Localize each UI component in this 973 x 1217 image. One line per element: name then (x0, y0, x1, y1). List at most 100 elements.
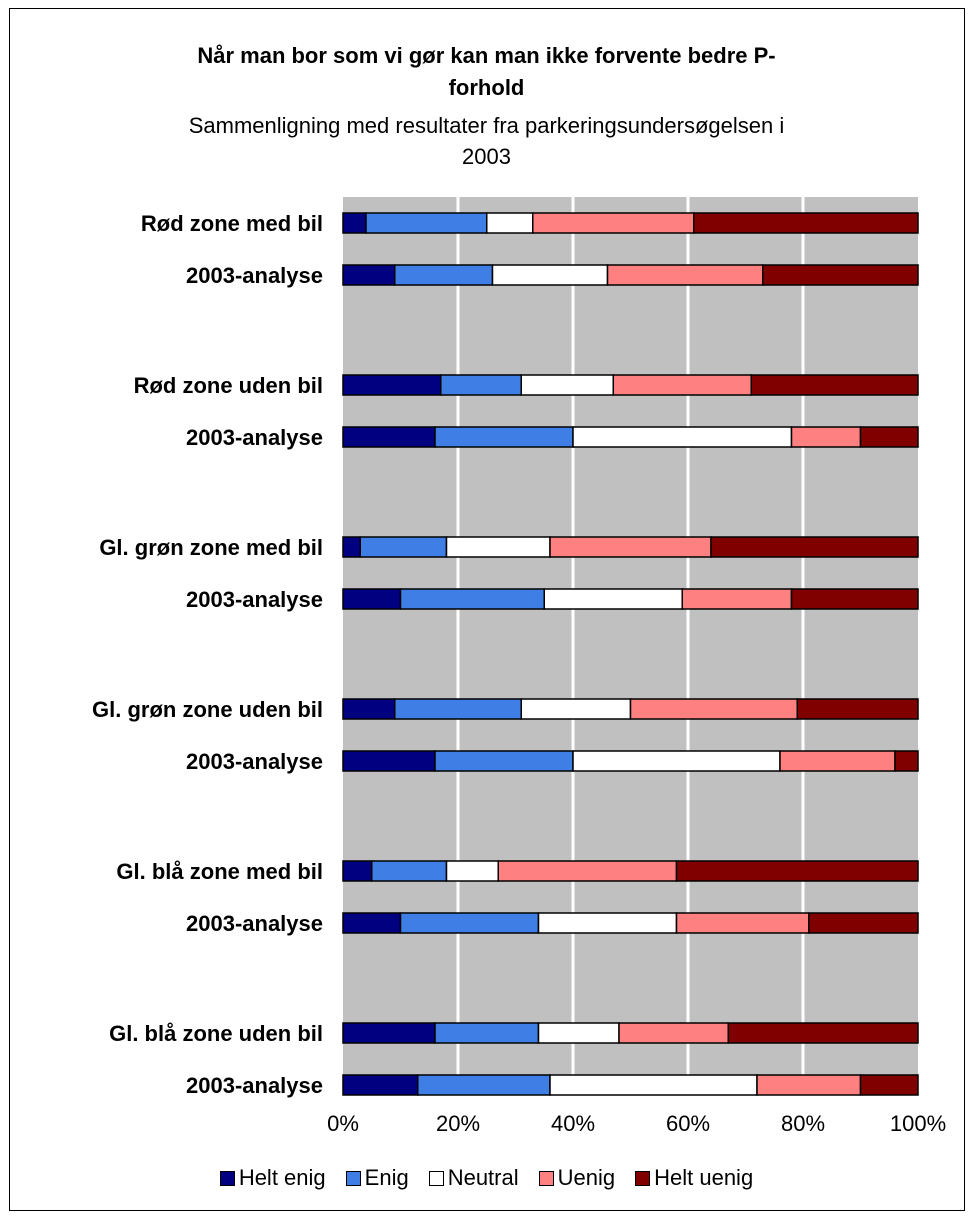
legend-swatch (538, 1170, 554, 1186)
x-tick-label: 0% (327, 1111, 359, 1136)
bar-segment (572, 750, 781, 772)
legend-label: Neutral (447, 1165, 519, 1190)
bar-segment (434, 1022, 540, 1044)
chart-subtitle-line-2: 2003 (462, 144, 511, 169)
bar-segment (762, 264, 919, 286)
bar-segment (859, 426, 919, 448)
bar-segment (342, 912, 402, 934)
bar-segment (342, 698, 396, 720)
bar-segment (394, 264, 494, 286)
bar-segment (491, 264, 609, 286)
legend-item: Uenig (538, 1165, 616, 1191)
x-tick-label: 60% (666, 1111, 710, 1136)
bar-segment (675, 912, 810, 934)
bar-segment (365, 212, 488, 234)
category-label: 2003-analyse (186, 263, 323, 288)
category-label: 2003-analyse (186, 749, 323, 774)
legend-swatch (635, 1170, 651, 1186)
bar-segment (532, 212, 695, 234)
bar-segment (859, 1074, 919, 1096)
bar-segment (572, 426, 793, 448)
bar-segment (710, 536, 919, 558)
category-label: 2003-analyse (186, 1073, 323, 1098)
bar-segment (681, 588, 793, 610)
bar-segment (790, 588, 919, 610)
bar-segment (612, 374, 752, 396)
category-label: Gl. blå zone uden bil (109, 1021, 323, 1046)
bar-segment (342, 264, 396, 286)
legend-item: Enig (345, 1165, 409, 1191)
legend-swatch (345, 1170, 361, 1186)
category-label: Rød zone uden bil (134, 373, 323, 398)
x-tick-label: 80% (781, 1111, 825, 1136)
category-label: 2003-analyse (186, 911, 323, 936)
chart-title-line-2: forhold (448, 75, 525, 100)
bar-segment (371, 860, 448, 882)
bar-segment (445, 536, 551, 558)
bar-segment (537, 1022, 620, 1044)
bar-segment (629, 698, 798, 720)
bar-segment (394, 698, 522, 720)
bar-segment (675, 860, 919, 882)
bar-segment (342, 1022, 436, 1044)
category-label: 2003-analyse (186, 587, 323, 612)
bar-segment (779, 750, 896, 772)
bar-segment (399, 588, 545, 610)
chart-subtitle-line-1: Sammenligning med resultater fra parkeri… (188, 113, 785, 138)
legend-label: Helt enig (238, 1165, 326, 1190)
legend-swatch (219, 1170, 235, 1186)
chart-title-line-1: Når man bor som vi gør kan man ikke forv… (197, 43, 776, 68)
bar-segment (790, 426, 862, 448)
legend-label: Helt uenig (654, 1165, 754, 1190)
bar-segment (342, 536, 361, 558)
bar-segment (497, 860, 678, 882)
bar-segment (445, 860, 499, 882)
bar-segment (434, 426, 574, 448)
bar-segment (549, 536, 712, 558)
bar-segment (486, 212, 534, 234)
bar-segment (693, 212, 919, 234)
bar-segment (520, 374, 614, 396)
chart-legend: Helt enig Enig Neutral Uenig Helt uenig (0, 1165, 973, 1191)
category-label: 2003-analyse (186, 425, 323, 450)
legend-item: Helt uenig (635, 1165, 753, 1191)
bar-segment (342, 374, 442, 396)
bar-segment (756, 1074, 862, 1096)
legend-item: Neutral (428, 1165, 519, 1191)
legend-item: Helt enig (219, 1165, 326, 1191)
bar-segment (750, 374, 919, 396)
bar-segment (618, 1022, 729, 1044)
bar-segment (342, 212, 367, 234)
bar-segment (606, 264, 764, 286)
bar-segment (417, 1074, 551, 1096)
legend-label: Uenig (557, 1165, 616, 1190)
x-tick-label: 100% (890, 1111, 946, 1136)
bar-segment (549, 1074, 758, 1096)
x-tick-label: 40% (551, 1111, 595, 1136)
bar-segment (434, 750, 574, 772)
x-tick-label: 20% (436, 1111, 480, 1136)
bar-segment (359, 536, 448, 558)
category-label: Gl. blå zone med bil (116, 859, 323, 884)
bar-segment (520, 698, 632, 720)
category-label: Gl. grøn zone uden bil (92, 697, 323, 722)
bar-segment (342, 1074, 419, 1096)
bar-segment (796, 698, 919, 720)
category-label: Rød zone med bil (141, 211, 323, 236)
bar-segment (342, 750, 436, 772)
bar-segment (727, 1022, 919, 1044)
bar-segment (399, 912, 540, 934)
plot-area (343, 197, 918, 1080)
legend-swatch (428, 1170, 444, 1186)
bar-segment (894, 750, 919, 772)
bar-segment (808, 912, 919, 934)
bar-segment (440, 374, 522, 396)
category-label: Gl. grøn zone med bil (99, 535, 323, 560)
legend-label: Enig (364, 1165, 409, 1190)
bar-segment (537, 912, 678, 934)
bar-segment (543, 588, 683, 610)
bar-segment (342, 588, 402, 610)
bar-segment (342, 860, 373, 882)
bar-segment (342, 426, 436, 448)
